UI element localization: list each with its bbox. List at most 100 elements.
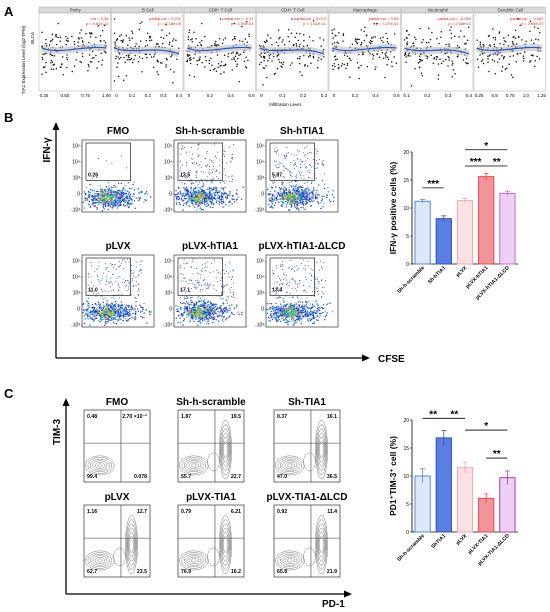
correlation-x-tick: 0.2 bbox=[207, 93, 214, 98]
correlation-x-tick: 0.6 bbox=[248, 93, 255, 98]
correlation-stat: partial.cor = 0.211 bbox=[149, 16, 182, 21]
bar-y-tick: 0 bbox=[406, 262, 409, 268]
flow-tick-label: 0 bbox=[77, 307, 80, 313]
correlation-x-tick: 0 bbox=[260, 93, 263, 98]
contour-plot-title: FMO bbox=[106, 397, 128, 408]
significance-marker: *** bbox=[427, 179, 439, 190]
correlation-x-tick: 1.25 bbox=[537, 93, 546, 98]
correlation-x-tick: 0 bbox=[333, 93, 336, 98]
quadrant-lower-right-value: 21.9 bbox=[327, 569, 337, 575]
bar-category-label: Sh-h-scramble bbox=[396, 265, 426, 295]
correlation-x-tick: 0.4 bbox=[228, 93, 235, 98]
correlation-plot-title: CD4+ T Cell bbox=[281, 8, 304, 13]
quadrant-upper-left-value: 1.16 bbox=[87, 509, 97, 515]
correlation-plot-title: Macrophage bbox=[353, 8, 377, 13]
flow-tick-label: 10⁴ bbox=[164, 160, 172, 166]
correlation-p-value: p = 3.95e-07 bbox=[521, 21, 544, 26]
correlation-x-tick: 0.1 bbox=[279, 93, 286, 98]
flow-tick-label: -10³ bbox=[255, 208, 264, 214]
correlation-x-tick: 0.4 bbox=[176, 93, 183, 98]
correlation-x-tick: 0.3 bbox=[445, 93, 452, 98]
correlation-x-tick: 0.5 bbox=[491, 93, 498, 98]
correlation-plot: CD8+ T Cell partial.cor = -0.17p = 1.09e-… bbox=[183, 6, 256, 98]
correlation-p-value: p = 1.09e-03 bbox=[231, 21, 254, 26]
quadrant-upper-right-value: 6.21 bbox=[231, 509, 241, 515]
flow-plot-title: Sh-h-scramble bbox=[175, 126, 245, 137]
gate-percentage: 11.0 bbox=[88, 288, 98, 294]
quadrant-lower-right-value: 22.7 bbox=[231, 474, 241, 480]
contour-plot: pLVX-TIA1 0.79 6.21 76.9 16.2 bbox=[177, 492, 245, 578]
bar-y-tick: 5 bbox=[406, 502, 409, 508]
bar bbox=[414, 200, 431, 265]
gate-percentage: 13.5 bbox=[180, 173, 190, 179]
correlation-p-value: p = 1.27e-01 bbox=[376, 21, 399, 26]
correlation-x-tick: 0.1 bbox=[129, 93, 136, 98]
bar bbox=[478, 497, 495, 533]
correlation-x-tick: 0.3 bbox=[321, 93, 328, 98]
gate-percentage: 0.26 bbox=[88, 173, 98, 179]
contour-plot: pLVX-TIA1-ΔLCD 0.92 11.4 65.8 21.9 bbox=[267, 492, 348, 578]
correlation-x-tick: 0.1 bbox=[403, 93, 410, 98]
quadrant-lower-left-value: 76.9 bbox=[181, 569, 191, 575]
flow-tick-label: 10⁴ bbox=[164, 275, 172, 281]
flow-plot: Sh-h-scramble 10⁵ 10⁴ 10³ 0 -10³ 13.5 bbox=[163, 126, 247, 214]
correlation-p-value: p = 9.51e-12 bbox=[86, 21, 109, 26]
bar bbox=[499, 192, 516, 265]
flow-tick-label: 0 bbox=[169, 192, 172, 198]
flow-plot: pLVX-hTIA1-ΔLCD 10⁵ 10⁴ 10³ 0 -10³ 13.4 bbox=[255, 241, 345, 329]
quadrant-upper-left-value: 0.48 bbox=[87, 414, 97, 420]
bar bbox=[456, 200, 474, 265]
flow-tick-label: 0 bbox=[169, 307, 172, 313]
quadrant-upper-right-value: 16.1 bbox=[327, 414, 337, 420]
significance-marker: ** bbox=[429, 409, 437, 420]
panel-c-y-axis-label: TIM-3 bbox=[52, 419, 63, 446]
flow-plot-title: Sh-hTIA1 bbox=[280, 126, 324, 137]
flow-tick-label: 10⁴ bbox=[256, 275, 264, 281]
correlation-x-tick: 0.2 bbox=[300, 93, 307, 98]
correlation-stat: partial.cor = -0.262 bbox=[510, 16, 544, 21]
flow-tick-label: 10⁵ bbox=[164, 144, 172, 150]
bar-y-label: IFN-γ positive cells (%) bbox=[388, 162, 398, 255]
flow-tick-label: 10³ bbox=[73, 291, 81, 297]
contour-plot-title: pLVX-TIA1 bbox=[186, 492, 236, 503]
bar bbox=[456, 467, 474, 533]
flow-tick-label: -10³ bbox=[163, 323, 172, 329]
correlation-x-tick: 0.25 bbox=[40, 93, 49, 98]
panel-a-x-label: Infiltration Level bbox=[269, 102, 301, 107]
panel-label-a: A bbox=[4, 4, 14, 19]
correlation-plot: Macrophage partial.cor = 0.06p = 1.27e-01… bbox=[328, 6, 401, 98]
correlation-p-value: p = 5.18e-05 bbox=[158, 21, 181, 26]
correlation-stat: cor = 0.36 bbox=[91, 16, 110, 21]
panel-a: TIA1 Expression Level (log2 TPM) BLCA In… bbox=[21, 6, 546, 107]
bar-y-tick: 5 bbox=[406, 234, 409, 240]
flow-plot: pLVX 10⁵ 10⁴ 10³ 0 -10³ 11.0 bbox=[71, 241, 155, 329]
correlation-x-tick: 0 bbox=[115, 93, 118, 98]
quadrant-lower-left-value: 47.0 bbox=[277, 474, 287, 480]
correlation-x-tick: 0.50 bbox=[60, 93, 69, 98]
bar bbox=[435, 218, 452, 265]
quadrant-upper-right-value: 2.70 ×10⁻² bbox=[122, 414, 147, 420]
panel-c-bar-chart: 20 15 10 5 0 PD1⁺TIM-3⁺ cell (%) Sh-h-scramble… bbox=[388, 409, 518, 567]
bar-y-tick: 15 bbox=[403, 446, 409, 452]
panel-b: IFN-γ CFSE FMO 10⁵ 10⁴ 10³ 0 -10³ 0.26 Sh-h-scr… bbox=[42, 122, 518, 365]
correlation-x-tick: 0.75 bbox=[81, 93, 90, 98]
contour-plot: pLVX 1.16 12.7 62.7 23.5 bbox=[83, 492, 151, 578]
flow-plot-title: pLVX-hTIA1 bbox=[182, 241, 238, 252]
bar-y-tick: 15 bbox=[403, 178, 409, 184]
correlation-x-tick: 1.0 bbox=[523, 93, 530, 98]
quadrant-upper-right-value: 12.7 bbox=[137, 509, 147, 515]
contour-plot-title: pLVX-TIA1-ΔLCD bbox=[267, 492, 348, 503]
correlation-x-tick: 0.2 bbox=[145, 93, 152, 98]
correlation-x-tick: 0.6 bbox=[393, 93, 400, 98]
quadrant-lower-right-value: 0.078 bbox=[134, 474, 147, 480]
flow-plot: FMO 10⁵ 10⁴ 10³ 0 -10³ 0.26 bbox=[71, 126, 155, 214]
correlation-plot-title: CD8+ T Cell bbox=[209, 8, 232, 13]
flow-tick-label: 10³ bbox=[257, 176, 265, 182]
correlation-x-tick: 0.4 bbox=[373, 93, 380, 98]
bar-category-label: Sh-hTIA1 bbox=[427, 265, 447, 285]
correlation-stat: partial.cor = 0.06 bbox=[369, 16, 400, 21]
panel-b-y-axis-label: IFN-γ bbox=[42, 137, 53, 162]
significance-marker: ** bbox=[493, 449, 501, 460]
